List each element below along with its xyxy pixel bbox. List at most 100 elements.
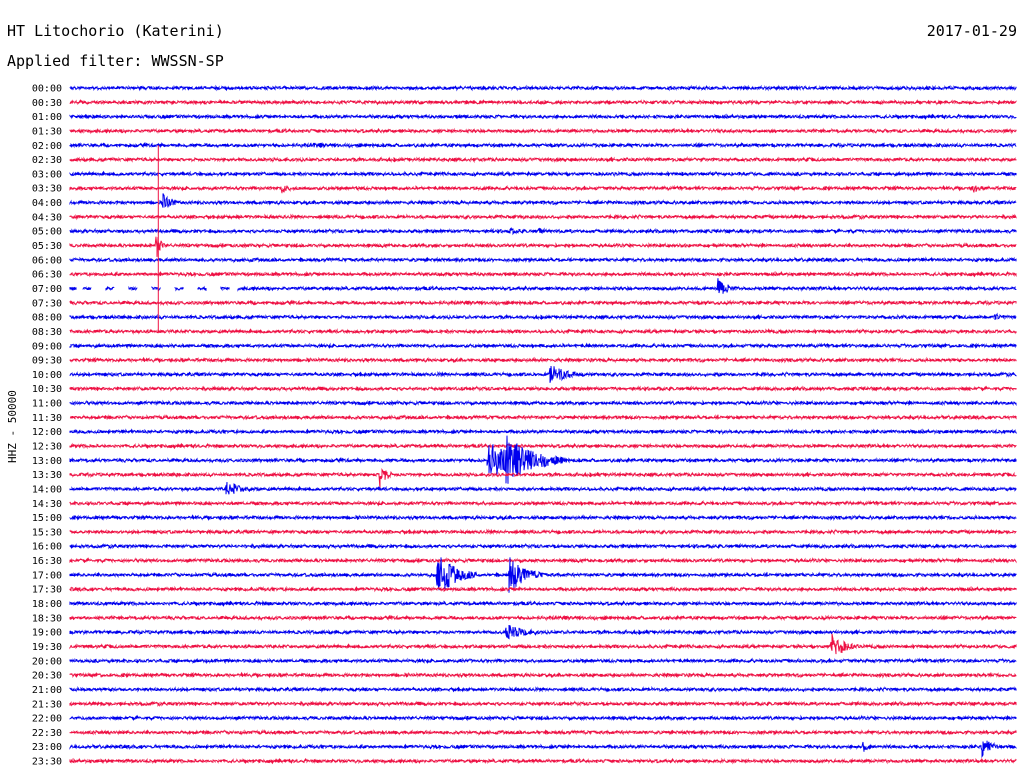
trace-line (69, 236, 1017, 257)
trace-line (69, 728, 1017, 736)
trace-line (69, 714, 1017, 722)
trace-line (69, 213, 1017, 221)
time-tick-label: 05:30 (32, 241, 62, 252)
time-tick-label: 19:00 (32, 628, 62, 639)
time-tick-label: 02:00 (32, 141, 62, 152)
trace-line (69, 614, 1017, 622)
trace-line (69, 624, 1017, 640)
trace-line (69, 482, 1017, 495)
trace-line (69, 633, 1017, 655)
trace-line (69, 671, 1017, 679)
time-tick-label: 00:00 (32, 84, 62, 95)
trace-line (69, 342, 1017, 350)
time-tick-label: 13:00 (32, 456, 62, 467)
time-tick-label: 12:30 (32, 442, 62, 453)
trace-line (69, 113, 1017, 120)
time-tick-label: 01:30 (32, 126, 62, 137)
trace-line (69, 557, 1017, 564)
trace-line (69, 127, 1017, 135)
trace-line (69, 528, 1017, 536)
trace-line (69, 193, 1017, 208)
trace-line (69, 184, 1017, 194)
time-tick-label: 16:00 (32, 542, 62, 553)
trace-line (69, 514, 1017, 522)
trace-line (69, 657, 1017, 665)
trace-line (69, 740, 1017, 759)
time-tick-label: 22:00 (32, 714, 62, 725)
trace-line (69, 327, 1017, 335)
time-tick-label: 20:00 (32, 656, 62, 667)
time-tick-label: 12:00 (32, 427, 62, 438)
trace-line (69, 141, 1017, 149)
time-tick-label: 11:00 (32, 399, 62, 410)
trace-line (69, 98, 1017, 106)
station-title: HT Litochorio (Katerini) (7, 22, 224, 40)
trace-line (69, 757, 1017, 765)
time-tick-label: 17:00 (32, 570, 62, 581)
time-tick-label: 01:00 (32, 112, 62, 123)
trace-line (69, 599, 1017, 607)
trace-line (69, 356, 1017, 364)
trace-line (69, 435, 1017, 484)
time-tick-label: 19:30 (32, 642, 62, 653)
time-tick-label: 18:00 (32, 599, 62, 610)
time-tick-label: 15:30 (32, 527, 62, 538)
time-tick-label: 08:00 (32, 313, 62, 324)
trace-line (69, 312, 1017, 321)
time-tick-label: 04:30 (32, 212, 62, 223)
trace-line (69, 585, 1017, 593)
time-tick-label: 03:00 (32, 169, 62, 180)
time-tick-label: 20:30 (32, 671, 62, 682)
date-label: 2017-01-29 (926, 22, 1017, 40)
time-tick-label: 04:00 (32, 198, 62, 209)
time-tick-label: 10:30 (32, 384, 62, 395)
time-tick-label: 16:30 (32, 556, 62, 567)
time-tick-label: 09:00 (32, 341, 62, 352)
time-tick-label: 17:30 (32, 585, 62, 596)
trace-line (69, 428, 1017, 436)
trace-line (69, 399, 1017, 407)
time-tick-label: 02:30 (32, 155, 62, 166)
trace-line (69, 227, 1017, 236)
time-tick-label: 05:00 (32, 227, 62, 238)
time-tick-label: 07:30 (32, 298, 62, 309)
time-tick-label: 15:00 (32, 513, 62, 524)
time-tick-label: 23:00 (32, 742, 62, 753)
time-tick-label: 07:00 (32, 284, 62, 295)
trace-line (69, 385, 1017, 393)
trace-line (69, 700, 1017, 708)
trace-line (69, 468, 1017, 489)
time-tick-label: 09:30 (32, 356, 62, 367)
time-tick-label: 21:00 (32, 685, 62, 696)
time-tick-label: 14:30 (32, 499, 62, 510)
time-tick-label: 06:00 (32, 255, 62, 266)
trace-line (69, 413, 1017, 421)
time-tick-label: 10:00 (32, 370, 62, 381)
trace-line (69, 499, 1017, 507)
time-tick-label: 11:30 (32, 413, 62, 424)
trace-line (69, 256, 1017, 264)
trace-line (69, 365, 1017, 383)
time-tick-label: 18:30 (32, 613, 62, 624)
filter-label: Applied filter: WWSSN-SP (7, 52, 224, 70)
trace-line (69, 156, 1017, 164)
time-tick-label: 06:30 (32, 270, 62, 281)
trace-line (69, 84, 1017, 92)
trace-line (69, 270, 1017, 278)
trace-line (69, 170, 1017, 178)
trace-line (69, 278, 1017, 294)
time-tick-label: 14:00 (32, 484, 62, 495)
time-tick-label: 21:30 (32, 699, 62, 710)
time-tick-label: 13:30 (32, 470, 62, 481)
trace-line (69, 557, 1017, 593)
time-tick-label: 22:30 (32, 728, 62, 739)
time-tick-label: 00:30 (32, 98, 62, 109)
time-tick-label: 03:30 (32, 184, 62, 195)
time-tick-label: 23:30 (32, 757, 62, 768)
trace-line (69, 685, 1017, 693)
time-tick-label: 08:30 (32, 327, 62, 338)
trace-line (69, 442, 1017, 450)
trace-line (69, 299, 1017, 307)
trace-line (69, 542, 1017, 550)
